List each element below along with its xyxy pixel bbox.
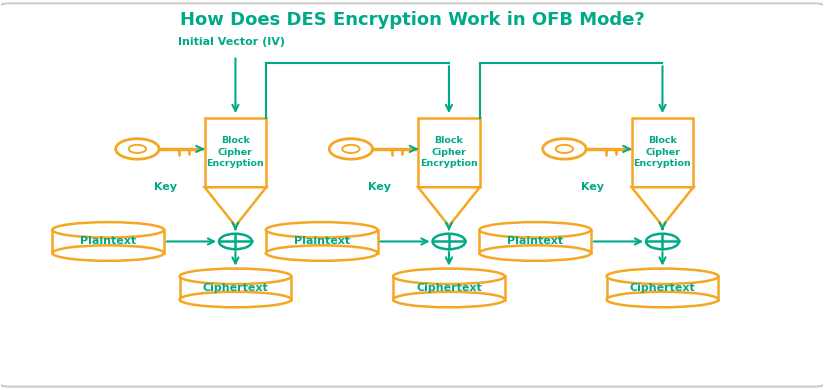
Polygon shape: [204, 187, 266, 226]
Text: Ciphertext: Ciphertext: [203, 283, 269, 293]
Text: Initial Vector (IV): Initial Vector (IV): [178, 37, 285, 47]
Ellipse shape: [266, 222, 377, 238]
Text: Key: Key: [154, 182, 177, 192]
Ellipse shape: [606, 292, 719, 307]
Circle shape: [115, 139, 159, 159]
Circle shape: [342, 145, 359, 153]
Text: Block
Cipher
Encryption: Block Cipher Encryption: [634, 136, 691, 168]
Circle shape: [219, 234, 252, 249]
Text: Plaintext: Plaintext: [293, 236, 349, 246]
Ellipse shape: [266, 245, 377, 261]
Text: Ciphertext: Ciphertext: [416, 283, 482, 293]
FancyBboxPatch shape: [418, 117, 480, 187]
Text: Plaintext: Plaintext: [507, 236, 564, 246]
Ellipse shape: [52, 222, 164, 238]
Text: Ciphertext: Ciphertext: [630, 283, 695, 293]
Text: Key: Key: [581, 182, 604, 192]
Ellipse shape: [180, 269, 291, 284]
FancyBboxPatch shape: [0, 4, 824, 386]
Text: Plaintext: Plaintext: [80, 236, 136, 246]
Polygon shape: [418, 187, 480, 226]
Polygon shape: [52, 230, 164, 253]
Circle shape: [433, 234, 466, 249]
Polygon shape: [480, 230, 591, 253]
Ellipse shape: [480, 222, 591, 238]
Text: Block
Cipher
Encryption: Block Cipher Encryption: [420, 136, 478, 168]
Ellipse shape: [480, 245, 591, 261]
Ellipse shape: [606, 269, 719, 284]
FancyBboxPatch shape: [204, 117, 266, 187]
Circle shape: [646, 234, 679, 249]
Circle shape: [330, 139, 372, 159]
Polygon shape: [180, 277, 291, 300]
Ellipse shape: [393, 269, 505, 284]
Text: How Does DES Encryption Work in OFB Mode?: How Does DES Encryption Work in OFB Mode…: [180, 11, 644, 29]
Polygon shape: [632, 187, 693, 226]
Polygon shape: [606, 277, 719, 300]
Polygon shape: [266, 230, 377, 253]
Polygon shape: [393, 277, 505, 300]
Ellipse shape: [180, 292, 291, 307]
Circle shape: [543, 139, 586, 159]
Circle shape: [129, 145, 146, 153]
Circle shape: [555, 145, 573, 153]
Ellipse shape: [393, 292, 505, 307]
Text: Key: Key: [368, 182, 391, 192]
Text: Block
Cipher
Encryption: Block Cipher Encryption: [207, 136, 265, 168]
FancyBboxPatch shape: [632, 117, 693, 187]
Ellipse shape: [52, 245, 164, 261]
